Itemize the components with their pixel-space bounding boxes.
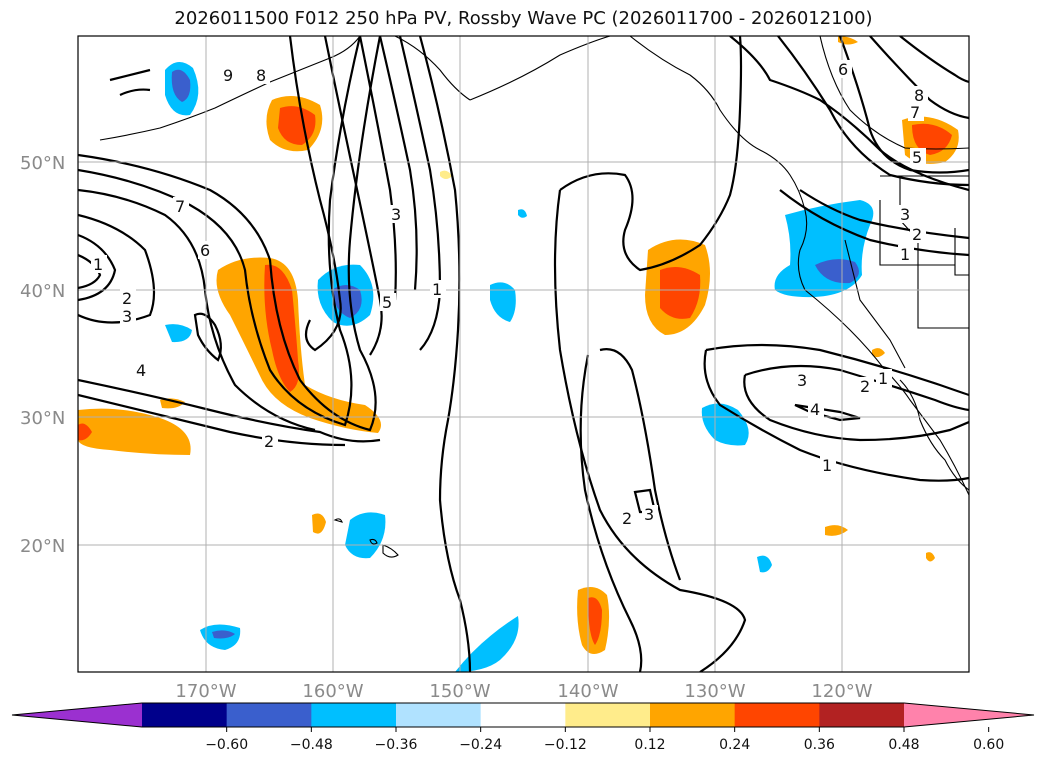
pv-contours xyxy=(78,36,969,672)
positive-anomaly-patches xyxy=(78,36,959,654)
lon-tick-label: 140°W xyxy=(557,681,618,702)
colorbar-tick-label: −0.12 xyxy=(544,737,587,753)
contour-label: 3 xyxy=(122,307,132,326)
contour-label: 2 xyxy=(860,377,870,396)
contour-label: 4 xyxy=(136,361,146,380)
contour-label: 3 xyxy=(391,205,401,224)
lon-tick-label: 170°W xyxy=(175,681,236,702)
contour-label: 2 xyxy=(122,289,132,308)
contour-label: 5 xyxy=(912,148,922,167)
pos-patch xyxy=(216,257,382,433)
contour-label: 1 xyxy=(93,255,103,274)
neg-patch xyxy=(171,69,191,102)
colorbar-segment xyxy=(311,703,397,727)
contour-label: 2 xyxy=(912,225,922,244)
colorbar-tick-label: 0.12 xyxy=(634,737,665,753)
contour-label: 3 xyxy=(900,205,910,224)
map-background xyxy=(78,36,969,672)
contour-label: 4 xyxy=(810,400,820,419)
pos-patch xyxy=(160,398,185,409)
colorbar-tick-label: −0.36 xyxy=(375,737,418,753)
contour-labels: 9 8 7 6 1 2 3 4 2 3 5 1 2 3 xyxy=(91,60,928,528)
colorbar-tick-label: 0.60 xyxy=(973,737,1004,753)
lat-axis: 50°N 40°N 30°N 20°N xyxy=(20,153,65,557)
contour-label: 8 xyxy=(914,86,924,105)
pos-patch xyxy=(660,266,701,319)
pos-patch xyxy=(440,170,452,179)
colorbar-segment xyxy=(650,703,736,727)
contour-label: 7 xyxy=(175,197,185,216)
pos-patch xyxy=(78,423,92,441)
contour-label: 3 xyxy=(797,371,807,390)
lon-tick-label: 150°W xyxy=(429,681,490,702)
colorbar-segment xyxy=(734,703,820,727)
neg-patch xyxy=(518,209,527,218)
neg-patch xyxy=(455,616,519,672)
neg-patch xyxy=(757,555,772,573)
lon-tick-label: 130°W xyxy=(684,681,745,702)
colorbar-extend-low xyxy=(12,703,142,727)
colorbar-tick-label: 0.24 xyxy=(719,737,750,753)
neg-patch xyxy=(165,324,192,343)
contour-label: 1 xyxy=(822,456,832,475)
colorbar-tick-label: −0.48 xyxy=(290,737,333,753)
contour-label: 3 xyxy=(644,505,654,524)
colorbar-tick-label: −0.60 xyxy=(205,737,248,753)
pos-patch xyxy=(588,597,602,645)
lat-tick-label: 50°N xyxy=(20,153,65,174)
pos-patch xyxy=(926,552,935,562)
colorbar-extend-high xyxy=(904,703,1034,727)
contour-label: 1 xyxy=(878,369,888,388)
contour-label: 1 xyxy=(432,280,442,299)
gridlines xyxy=(78,36,969,672)
lat-tick-label: 30°N xyxy=(20,408,65,429)
neg-patch xyxy=(490,282,516,322)
neg-patch xyxy=(815,259,859,284)
contour-label: 6 xyxy=(200,241,210,260)
colorbar-tick-label: 0.48 xyxy=(888,737,919,753)
pos-patch xyxy=(78,408,191,455)
contour-label: 5 xyxy=(382,293,392,312)
colorbar-segment xyxy=(565,703,651,727)
colorbar-tick-label: −0.24 xyxy=(459,737,502,753)
neg-patch xyxy=(701,403,749,446)
chart-title: 2026011500 F012 250 hPa PV, Rossby Wave … xyxy=(174,8,873,29)
lat-tick-label: 20°N xyxy=(20,536,65,557)
colorbar-tick-label: 0.36 xyxy=(804,737,835,753)
contour-label: 7 xyxy=(910,103,920,122)
negative-anomaly-patches xyxy=(165,61,874,672)
neg-patch xyxy=(345,512,386,559)
colorbar: −0.60 −0.48 −0.36 −0.24 −0.12 0.12 0.24 0.36 0.4… xyxy=(11,702,1035,753)
colorbar-segment xyxy=(819,703,905,727)
neg-patch xyxy=(212,630,235,639)
pos-patch xyxy=(912,123,952,155)
pos-patch xyxy=(312,513,326,534)
contour-label: 8 xyxy=(256,66,266,85)
contour-label: 9 xyxy=(223,66,233,85)
contour-label: 6 xyxy=(838,60,848,79)
contour-label: 2 xyxy=(622,509,632,528)
lon-axis: 170°W 160°W 150°W 140°W 130°W 120°W xyxy=(175,681,872,702)
colorbar-segment xyxy=(142,703,228,727)
pos-patch xyxy=(872,348,885,358)
colorbar-outline xyxy=(11,702,1035,728)
map-border xyxy=(77,35,970,673)
colorbar-segment xyxy=(480,703,566,727)
lon-tick-label: 120°W xyxy=(811,681,872,702)
lon-tick-label: 160°W xyxy=(302,681,363,702)
colorbar-segment xyxy=(396,703,482,727)
contour-label: 1 xyxy=(900,245,910,264)
lat-tick-label: 40°N xyxy=(20,281,65,302)
contour-label: 2 xyxy=(264,432,274,451)
colorbar-segment xyxy=(226,703,312,727)
